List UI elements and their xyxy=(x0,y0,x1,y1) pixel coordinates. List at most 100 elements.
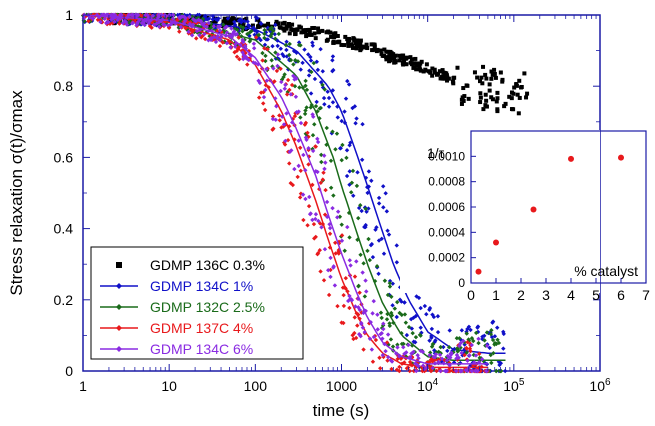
data-point xyxy=(444,71,449,76)
legend-label: GDMP 136C 0.3% xyxy=(150,257,265,273)
data-point xyxy=(274,104,279,109)
data-point xyxy=(394,243,399,248)
data-point xyxy=(363,206,368,212)
data-point xyxy=(98,19,103,25)
data-point xyxy=(288,180,293,186)
data-point xyxy=(371,334,377,340)
data-point xyxy=(352,38,357,43)
inset-x-tick-label: 1 xyxy=(492,287,500,303)
data-point xyxy=(297,195,303,200)
data-point xyxy=(307,30,312,35)
data-point xyxy=(306,162,311,167)
data-point xyxy=(357,307,363,313)
data-point xyxy=(130,20,136,26)
data-point xyxy=(284,24,289,29)
data-point xyxy=(287,41,292,47)
data-point xyxy=(262,35,267,41)
data-point xyxy=(243,43,248,49)
data-point xyxy=(362,294,368,299)
data-point xyxy=(262,107,268,113)
data-point xyxy=(462,352,467,358)
data-point xyxy=(495,96,500,101)
data-point xyxy=(406,342,411,348)
data-point xyxy=(438,368,443,374)
inset-y-title: 1/τ xyxy=(427,145,445,161)
data-point xyxy=(308,54,313,60)
data-point xyxy=(234,54,240,59)
data-point xyxy=(149,25,154,30)
data-point xyxy=(206,20,211,26)
data-point xyxy=(358,203,363,208)
data-point xyxy=(492,340,498,346)
data-point xyxy=(303,83,308,88)
data-point xyxy=(328,185,334,190)
data-point xyxy=(218,34,224,39)
data-point xyxy=(287,31,292,36)
data-point xyxy=(384,209,390,214)
data-point xyxy=(384,49,389,54)
data-point xyxy=(509,107,514,112)
data-point xyxy=(492,334,498,339)
data-point xyxy=(370,359,376,364)
data-point xyxy=(202,36,208,42)
data-point xyxy=(414,368,419,374)
data-point xyxy=(347,143,352,148)
data-point xyxy=(490,72,495,77)
data-point xyxy=(306,73,312,78)
data-point xyxy=(401,53,406,58)
data-point xyxy=(429,344,435,349)
data-point xyxy=(217,28,223,33)
data-point xyxy=(224,40,230,46)
data-point xyxy=(354,44,359,49)
data-point xyxy=(325,214,330,220)
data-point xyxy=(388,50,393,55)
data-point xyxy=(300,60,305,66)
data-point xyxy=(512,85,517,90)
data-point xyxy=(478,100,483,105)
data-point xyxy=(393,53,398,58)
data-point xyxy=(262,31,267,37)
data-point xyxy=(296,42,302,48)
legend-label: GDMP 134C 1% xyxy=(150,278,253,294)
data-point xyxy=(126,12,131,18)
data-point xyxy=(258,21,264,26)
data-point xyxy=(298,67,303,72)
data-point xyxy=(382,278,388,283)
data-point xyxy=(475,368,480,374)
data-point xyxy=(112,19,117,25)
data-point xyxy=(509,96,514,101)
data-point xyxy=(291,62,296,67)
data-point xyxy=(194,36,199,41)
data-point xyxy=(354,183,360,189)
data-point xyxy=(337,146,343,151)
data-point xyxy=(476,340,481,346)
data-point xyxy=(237,57,242,62)
data-point xyxy=(265,47,270,52)
data-point xyxy=(342,248,347,253)
data-point xyxy=(112,12,118,18)
data-point xyxy=(478,95,483,100)
data-point xyxy=(310,43,316,48)
data-point xyxy=(469,342,474,348)
data-point xyxy=(364,42,369,47)
data-point xyxy=(262,42,268,48)
data-point xyxy=(466,96,471,101)
data-point xyxy=(314,99,319,105)
data-point xyxy=(115,17,120,23)
data-point xyxy=(373,337,379,343)
data-point xyxy=(304,137,309,142)
data-point xyxy=(420,363,426,368)
inset-x-tick-label: 2 xyxy=(517,287,525,303)
data-point xyxy=(344,155,349,161)
x-tick-label: 106 xyxy=(589,377,611,394)
data-point xyxy=(281,122,287,127)
data-point xyxy=(263,87,268,93)
data-point xyxy=(303,168,308,173)
data-point xyxy=(171,12,176,18)
data-point xyxy=(361,261,366,266)
data-point xyxy=(367,257,372,263)
data-point xyxy=(321,153,327,158)
data-point xyxy=(303,108,308,113)
data-point xyxy=(333,147,338,152)
data-point xyxy=(387,321,392,326)
